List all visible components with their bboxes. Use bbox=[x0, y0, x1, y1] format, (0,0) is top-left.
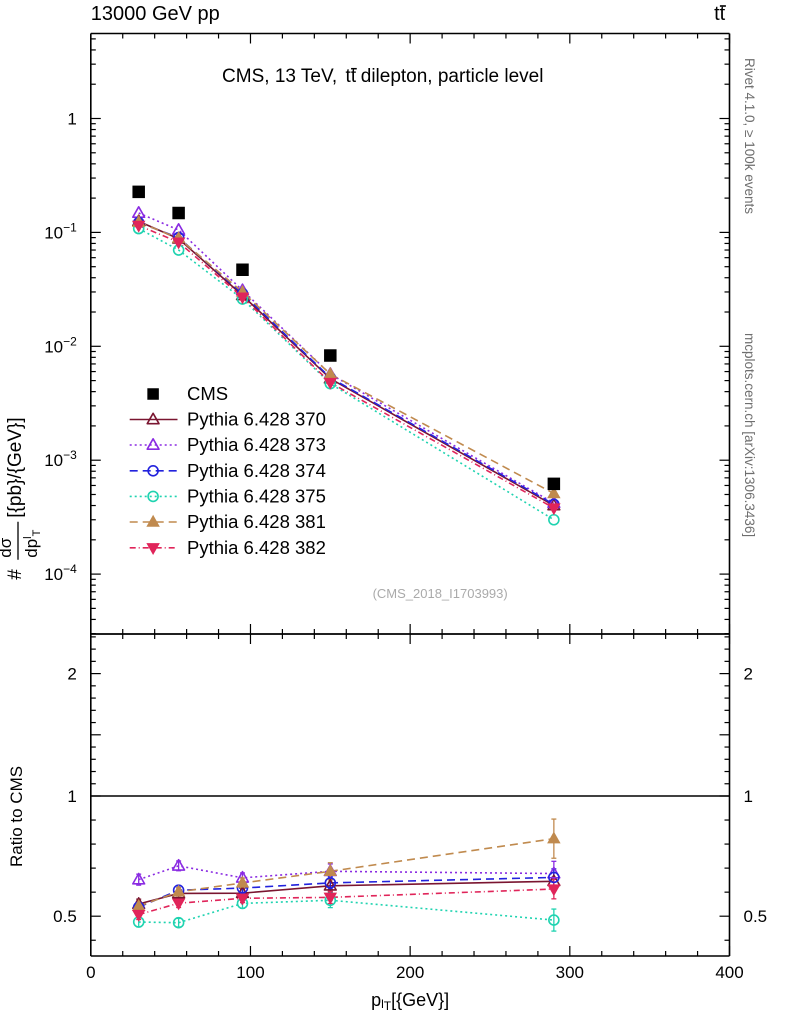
svg-text:CMS: CMS bbox=[187, 383, 228, 404]
svg-text:dσ: dσ bbox=[0, 537, 15, 557]
svg-text:(CMS_2018_I1703993): (CMS_2018_I1703993) bbox=[373, 586, 508, 601]
svg-text:10−4: 10−4 bbox=[44, 562, 77, 584]
svg-text:Pythia 6.428 382: Pythia 6.428 382 bbox=[187, 537, 326, 558]
svg-text:10−3: 10−3 bbox=[44, 448, 77, 470]
svg-text:400: 400 bbox=[715, 963, 743, 982]
svg-text:1: 1 bbox=[744, 787, 753, 806]
svg-text:200: 200 bbox=[396, 963, 424, 982]
svg-text:2: 2 bbox=[744, 665, 753, 684]
svg-text:Pythia 6.428 375: Pythia 6.428 375 bbox=[187, 485, 326, 506]
svg-text:10−1: 10−1 bbox=[44, 221, 77, 243]
svg-text:1: 1 bbox=[67, 787, 76, 806]
svg-text:0: 0 bbox=[86, 963, 95, 982]
svg-text:1: 1 bbox=[67, 110, 76, 129]
svg-text:mcplots.cern.ch [arXiv:1306.34: mcplots.cern.ch [arXiv:1306.3436] bbox=[742, 333, 757, 537]
svg-text:plT[{GeV}]: plT[{GeV}] bbox=[371, 990, 449, 1013]
svg-text:[{pb}/{GeV}]: [{pb}/{GeV}] bbox=[5, 417, 26, 517]
svg-text:300: 300 bbox=[556, 963, 584, 982]
svg-text:dplT: dplT bbox=[22, 529, 43, 557]
svg-text:10−2: 10−2 bbox=[44, 335, 77, 357]
svg-text:Pythia 6.428 374: Pythia 6.428 374 bbox=[187, 460, 326, 481]
svg-text:2: 2 bbox=[67, 665, 76, 684]
svg-text:0.5: 0.5 bbox=[744, 907, 768, 926]
svg-text:Rivet 4.1.0, ≥ 100k events: Rivet 4.1.0, ≥ 100k events bbox=[742, 58, 757, 214]
svg-text:Pythia 6.428 381: Pythia 6.428 381 bbox=[187, 511, 326, 532]
svg-text:dilepton, particle level: dilepton, particle level bbox=[361, 66, 544, 87]
svg-text:13000 GeV pp: 13000 GeV pp bbox=[91, 3, 220, 25]
svg-text:Ratio to CMS: Ratio to CMS bbox=[7, 766, 26, 867]
svg-text:100: 100 bbox=[236, 963, 264, 982]
svg-text:Pythia 6.428 370: Pythia 6.428 370 bbox=[187, 409, 326, 430]
svg-text:Pythia 6.428 373: Pythia 6.428 373 bbox=[187, 434, 326, 455]
svg-text:#: # bbox=[5, 569, 26, 580]
svg-text:0.5: 0.5 bbox=[53, 907, 77, 926]
svg-text:CMS, 13 TeV,: CMS, 13 TeV, bbox=[222, 66, 337, 87]
